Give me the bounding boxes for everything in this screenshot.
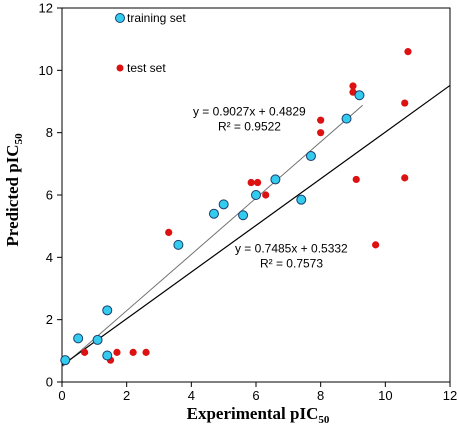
fit-r2-1: R² = 0.7573 xyxy=(260,257,323,271)
x-axis-title-sub: 50 xyxy=(318,414,330,426)
fit-lines xyxy=(61,84,451,368)
training-point xyxy=(92,334,103,345)
training-point xyxy=(270,174,281,185)
test-point xyxy=(165,228,173,236)
y-tick-label: 6 xyxy=(46,188,53,203)
training-point xyxy=(305,151,316,162)
training-point xyxy=(238,210,249,221)
legend-item-training: training set xyxy=(115,11,186,25)
test-point xyxy=(129,348,137,356)
y-tick-label: 4 xyxy=(46,250,53,265)
y-axis-ticks: 0 2 4 6 8 10 12 xyxy=(39,1,62,390)
test-point xyxy=(404,48,412,56)
x-tick-label: 12 xyxy=(443,388,457,403)
test-point xyxy=(254,178,262,187)
legend-marker-test xyxy=(116,64,124,72)
x-tick-label: 8 xyxy=(317,388,324,403)
y-axis-title-sub: 50 xyxy=(13,133,25,145)
legend-marker-training xyxy=(115,13,125,23)
training-point xyxy=(73,333,84,344)
test-point xyxy=(352,175,360,184)
test-point xyxy=(401,174,409,182)
x-tick-label: 10 xyxy=(378,388,392,403)
training-point xyxy=(102,305,113,316)
training-point xyxy=(208,208,219,219)
legend: training set test set xyxy=(115,11,186,75)
test-point xyxy=(113,348,121,356)
y-tick-label: 2 xyxy=(46,312,53,327)
legend-label-training: training set xyxy=(127,11,186,25)
test-point xyxy=(372,241,380,249)
training-point xyxy=(341,113,352,124)
fit-equation-0: y = 0.9027x + 0.4829 xyxy=(193,105,306,119)
training-point xyxy=(296,194,307,205)
y-tick-label: 0 xyxy=(46,375,53,390)
training-point xyxy=(102,350,113,361)
y-axis-title: Predicted pIC50 xyxy=(3,133,25,247)
test-point xyxy=(262,191,270,199)
test-point xyxy=(142,348,150,356)
test-point xyxy=(81,348,89,356)
x-tick-label: 2 xyxy=(123,388,130,403)
data-points xyxy=(60,48,412,366)
fit-line-1 xyxy=(61,84,451,366)
y-axis-title-main: Predicted pIC xyxy=(3,144,22,246)
x-tick-label: 0 xyxy=(58,388,65,403)
test-point xyxy=(317,129,325,137)
x-tick-label: 4 xyxy=(188,388,195,403)
x-axis-title-main: Experimental pIC xyxy=(187,404,319,423)
legend-label-test: test set xyxy=(127,61,166,75)
training-point xyxy=(251,190,261,200)
test-point xyxy=(349,82,357,90)
y-tick-label: 10 xyxy=(39,63,53,78)
y-tick-label: 12 xyxy=(39,1,53,16)
x-tick-label: 6 xyxy=(252,388,259,403)
test-point xyxy=(247,178,255,187)
fit-line-0 xyxy=(61,104,364,368)
training-point xyxy=(60,355,71,366)
legend-item-test: test set xyxy=(116,61,166,75)
training-point xyxy=(218,199,229,210)
training-point xyxy=(354,90,365,101)
fit-r2-0: R² = 0.9522 xyxy=(218,120,281,134)
test-point xyxy=(401,99,409,107)
fit-equation-1: y = 0.7485x + 0.5332 xyxy=(235,242,348,256)
x-axis-ticks: 0 2 4 6 8 10 12 xyxy=(58,382,457,403)
x-axis-title: Experimental pIC50 xyxy=(187,404,330,426)
training-point xyxy=(173,239,184,250)
test-point xyxy=(317,116,325,124)
y-tick-label: 8 xyxy=(46,125,53,140)
axes: 0 2 4 6 8 10 12 0 2 4 6 8 10 12 xyxy=(39,1,458,404)
